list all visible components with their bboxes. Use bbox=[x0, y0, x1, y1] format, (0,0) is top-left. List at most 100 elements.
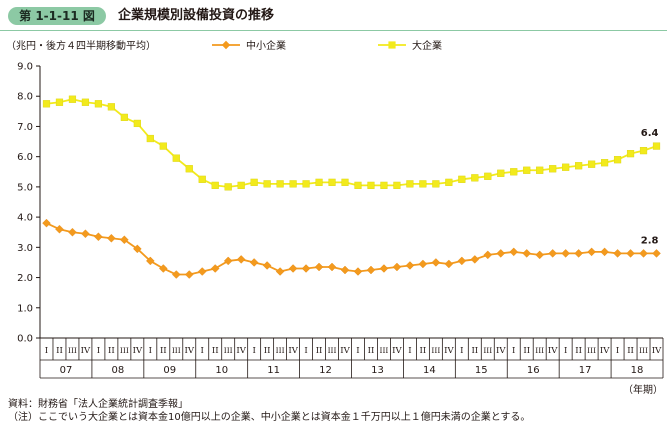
data-point bbox=[250, 178, 258, 186]
data-point bbox=[432, 180, 440, 188]
y-tick-label: 8.0 bbox=[17, 92, 33, 103]
data-point bbox=[600, 247, 609, 257]
data-point bbox=[392, 262, 402, 272]
quarter-label: I bbox=[252, 346, 255, 356]
data-point bbox=[379, 264, 389, 273]
data-point bbox=[249, 258, 259, 267]
legend-marker bbox=[221, 40, 231, 50]
quarter-label: II bbox=[212, 346, 219, 356]
data-point bbox=[146, 134, 154, 143]
quarter-label: IV bbox=[392, 346, 402, 356]
quarter-label: III bbox=[587, 346, 596, 355]
data-point bbox=[262, 261, 272, 270]
data-point bbox=[327, 262, 337, 272]
year-label: 07 bbox=[60, 365, 73, 376]
data-point bbox=[548, 249, 557, 258]
data-point bbox=[276, 180, 284, 188]
year-label: 14 bbox=[423, 365, 436, 376]
quarter-label: II bbox=[264, 346, 271, 356]
quarter-label: III bbox=[483, 346, 492, 355]
quarter-label: I bbox=[616, 346, 619, 356]
quarter-label: III bbox=[535, 346, 544, 355]
year-label: 12 bbox=[319, 365, 332, 376]
figure-header: 第 1-1-11 図 企業規模別設備投資の推移 bbox=[0, 0, 667, 32]
data-point bbox=[587, 247, 596, 257]
legend: 中小企業 大企業 bbox=[212, 39, 442, 52]
quarter-label: I bbox=[460, 346, 463, 356]
quarter-label: III bbox=[276, 346, 285, 355]
data-point bbox=[497, 169, 505, 177]
data-point bbox=[419, 180, 427, 188]
data-point bbox=[380, 181, 388, 189]
quarter-label: II bbox=[56, 346, 63, 356]
quarter-label: III bbox=[224, 346, 233, 355]
quarter-label: IV bbox=[444, 346, 454, 356]
quarter-label: III bbox=[68, 346, 77, 355]
y-tick-label: 2.0 bbox=[17, 273, 33, 284]
legend-label: 中小企業 bbox=[246, 39, 286, 52]
data-point bbox=[94, 100, 103, 108]
quarter-label: I bbox=[356, 346, 359, 356]
data-point bbox=[549, 165, 557, 173]
data-point bbox=[159, 142, 167, 150]
quarter-label: IV bbox=[600, 346, 610, 356]
quarter-label: III bbox=[431, 346, 440, 355]
data-point bbox=[263, 180, 271, 188]
quarter-label: III bbox=[120, 346, 129, 355]
data-point bbox=[288, 264, 298, 273]
quarter-label: III bbox=[328, 346, 337, 355]
quarter-label: III bbox=[172, 346, 181, 355]
quarter-label: I bbox=[149, 346, 152, 356]
data-point bbox=[81, 229, 90, 239]
series-end-label: 6.4 bbox=[641, 128, 659, 139]
quarter-label: IV bbox=[133, 346, 143, 356]
quarter-label: II bbox=[420, 346, 427, 356]
data-point bbox=[94, 232, 103, 242]
quarter-label: I bbox=[408, 346, 411, 356]
quarter-label: IV bbox=[236, 346, 246, 356]
data-point bbox=[353, 267, 363, 276]
data-point bbox=[639, 147, 648, 155]
data-point bbox=[159, 264, 168, 273]
data-point bbox=[562, 163, 570, 171]
y-tick-label: 4.0 bbox=[17, 213, 33, 224]
data-point bbox=[223, 256, 233, 266]
quarter-label: III bbox=[380, 346, 389, 355]
data-point bbox=[588, 160, 596, 168]
data-point bbox=[302, 180, 310, 188]
year-label: 17 bbox=[579, 365, 592, 376]
data-point bbox=[236, 255, 246, 264]
quarter-label: IV bbox=[652, 346, 662, 356]
year-label: 08 bbox=[112, 365, 125, 376]
data-point bbox=[42, 218, 51, 228]
data-point bbox=[289, 180, 297, 188]
data-point bbox=[406, 180, 414, 188]
notes: 資料：財務省「法人企業統計調査季報」 （注）ここでいう大企業とは資本金10億円以… bbox=[8, 398, 663, 424]
data-point bbox=[600, 159, 609, 167]
data-point bbox=[120, 235, 129, 245]
data-point bbox=[613, 249, 622, 258]
data-point bbox=[133, 119, 141, 128]
y-tick-label: 3.0 bbox=[17, 243, 33, 254]
data-point bbox=[184, 270, 194, 279]
quarter-label: II bbox=[368, 346, 375, 356]
quarter-label: II bbox=[160, 346, 167, 356]
data-point bbox=[393, 181, 401, 189]
data-point bbox=[444, 259, 454, 269]
data-point bbox=[314, 262, 324, 272]
data-point bbox=[496, 249, 506, 258]
data-point bbox=[574, 249, 583, 258]
data-point bbox=[652, 249, 661, 258]
data-point bbox=[107, 103, 115, 111]
year-axis-suffix: （年期） bbox=[623, 383, 663, 396]
series-end-label: 2.8 bbox=[641, 235, 659, 246]
data-point bbox=[198, 175, 206, 183]
data-point bbox=[68, 227, 77, 237]
quarter-label: I bbox=[564, 346, 567, 356]
source-note: 資料：財務省「法人企業統計調査季報」 bbox=[8, 399, 188, 410]
data-point bbox=[522, 249, 532, 258]
data-point bbox=[639, 249, 648, 258]
data-point bbox=[470, 255, 480, 264]
data-point bbox=[211, 181, 219, 189]
data-point bbox=[146, 256, 155, 266]
